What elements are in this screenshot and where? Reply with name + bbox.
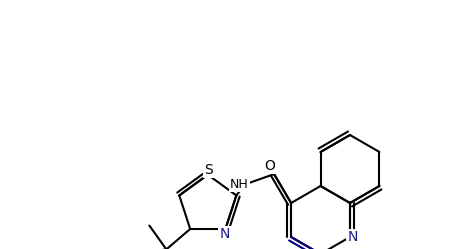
Text: S: S [204, 163, 213, 177]
Text: N: N [219, 227, 230, 241]
Text: O: O [265, 159, 276, 173]
Text: N: N [348, 230, 358, 244]
Text: NH: NH [230, 178, 249, 191]
